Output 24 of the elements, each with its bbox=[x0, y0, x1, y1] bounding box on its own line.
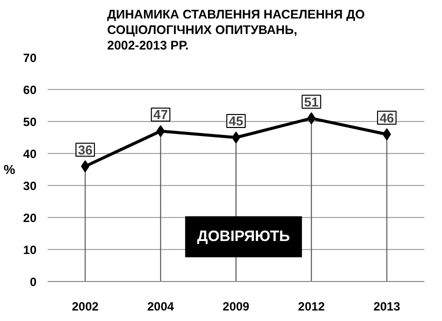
data-label: 45 bbox=[228, 114, 244, 128]
y-tick-label: 50 bbox=[23, 115, 37, 129]
chart-title: ДИНАМИКА СТАВЛЕННЯ НАСЕЛЕННЯ ДО СОЦІОЛОГІЧНИХ ОПИТУВАНЬ, 2002-2013 РР. bbox=[107, 8, 366, 52]
y-tick-label: 10 bbox=[23, 243, 37, 257]
point bbox=[307, 112, 316, 124]
x-tick-label: 2009 bbox=[222, 300, 250, 314]
y-tick-label: 60 bbox=[23, 83, 37, 97]
data-label: 51 bbox=[304, 94, 319, 110]
point bbox=[156, 125, 165, 138]
point bbox=[232, 132, 240, 144]
y-tick-label: 0 bbox=[30, 275, 37, 289]
data-label: 47 bbox=[153, 107, 168, 122]
data-label: 36 bbox=[78, 142, 92, 158]
y-tick-label: 20 bbox=[23, 211, 37, 225]
x-tick-label: 2004 bbox=[147, 300, 174, 314]
data-label: 46 bbox=[380, 110, 394, 126]
x-tick-label: 2002 bbox=[72, 300, 99, 314]
y-tick-label: 70 bbox=[23, 51, 37, 65]
y-tick-label: 30 bbox=[23, 179, 37, 193]
y-axis-title: % bbox=[4, 162, 16, 177]
x-tick-label: 2012 bbox=[298, 300, 326, 314]
x-tick-label: 2013 bbox=[373, 300, 400, 314]
y-tick-label: 40 bbox=[23, 147, 37, 161]
text: ДОВІРЯЮТЬ bbox=[197, 228, 290, 246]
